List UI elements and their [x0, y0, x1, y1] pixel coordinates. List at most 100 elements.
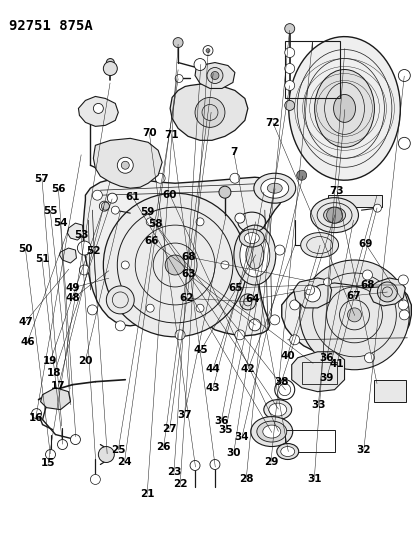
Circle shape: [146, 304, 154, 312]
Bar: [284, 41, 339, 99]
Circle shape: [284, 63, 294, 74]
Text: 73: 73: [329, 186, 344, 196]
Circle shape: [90, 474, 100, 484]
Text: 33: 33: [311, 400, 325, 410]
Circle shape: [57, 440, 67, 449]
Circle shape: [211, 71, 218, 79]
Text: 7: 7: [230, 147, 237, 157]
Text: 45: 45: [193, 345, 208, 356]
Ellipse shape: [239, 229, 263, 247]
Text: 38: 38: [273, 377, 288, 387]
Circle shape: [221, 261, 228, 269]
Text: 43: 43: [205, 383, 220, 393]
Circle shape: [173, 38, 183, 47]
Circle shape: [284, 100, 294, 110]
Text: 16: 16: [28, 413, 43, 423]
Text: 72: 72: [265, 118, 280, 128]
Circle shape: [165, 255, 185, 275]
Circle shape: [194, 59, 206, 70]
Circle shape: [107, 193, 117, 203]
Text: 26: 26: [156, 442, 171, 452]
Ellipse shape: [250, 417, 292, 447]
Text: 35: 35: [218, 425, 232, 435]
Polygon shape: [78, 96, 118, 126]
Text: 48: 48: [65, 293, 80, 303]
Polygon shape: [59, 248, 76, 263]
Circle shape: [347, 308, 361, 322]
Bar: [284, 430, 334, 451]
Ellipse shape: [256, 421, 286, 442]
Text: 31: 31: [306, 474, 321, 484]
Polygon shape: [368, 278, 404, 306]
Ellipse shape: [314, 69, 373, 147]
Circle shape: [175, 75, 183, 83]
Ellipse shape: [276, 443, 298, 459]
Circle shape: [77, 241, 91, 255]
Text: 68: 68: [360, 280, 374, 290]
Bar: [301, 362, 336, 384]
Text: 36: 36: [319, 353, 333, 363]
Text: 37: 37: [177, 410, 191, 421]
Circle shape: [299, 260, 408, 370]
Text: 64: 64: [244, 294, 259, 304]
Circle shape: [373, 204, 380, 212]
Circle shape: [323, 278, 331, 286]
Text: 60: 60: [162, 190, 177, 200]
Bar: [373, 379, 405, 402]
Ellipse shape: [260, 178, 288, 198]
Circle shape: [399, 310, 408, 320]
Text: 70: 70: [142, 127, 156, 138]
Circle shape: [93, 103, 103, 114]
Circle shape: [115, 321, 125, 331]
Circle shape: [234, 330, 244, 340]
Text: 18: 18: [47, 368, 62, 378]
Circle shape: [117, 157, 133, 173]
Circle shape: [101, 202, 109, 210]
Ellipse shape: [244, 232, 259, 244]
Polygon shape: [170, 84, 247, 140]
Ellipse shape: [245, 241, 263, 269]
Circle shape: [195, 98, 224, 127]
Circle shape: [196, 304, 204, 312]
Circle shape: [296, 170, 306, 180]
Circle shape: [146, 218, 154, 226]
Circle shape: [121, 261, 129, 269]
Text: 24: 24: [117, 457, 131, 467]
Circle shape: [397, 138, 409, 149]
Ellipse shape: [310, 198, 358, 232]
Circle shape: [31, 409, 41, 418]
Circle shape: [79, 265, 89, 275]
Circle shape: [106, 59, 114, 67]
Text: 63: 63: [181, 270, 195, 279]
Text: 21: 21: [140, 489, 154, 499]
Text: 28: 28: [238, 474, 253, 484]
Ellipse shape: [239, 233, 269, 277]
Polygon shape: [291, 352, 344, 392]
Circle shape: [326, 207, 342, 223]
Circle shape: [45, 449, 55, 459]
Circle shape: [248, 319, 260, 331]
Text: 15: 15: [41, 458, 55, 468]
Ellipse shape: [253, 173, 295, 203]
Circle shape: [284, 80, 294, 91]
Ellipse shape: [263, 400, 291, 419]
Text: 65: 65: [228, 283, 242, 293]
Circle shape: [397, 69, 409, 82]
Circle shape: [175, 330, 185, 340]
Text: 20: 20: [78, 356, 93, 366]
Text: 22: 22: [173, 480, 187, 489]
Polygon shape: [195, 62, 234, 88]
Text: 36: 36: [214, 416, 228, 426]
Text: 46: 46: [20, 337, 35, 347]
Ellipse shape: [233, 225, 275, 285]
Circle shape: [87, 305, 97, 315]
Circle shape: [377, 282, 396, 302]
Circle shape: [196, 218, 204, 226]
Text: 66: 66: [144, 236, 158, 246]
Circle shape: [202, 46, 212, 55]
Circle shape: [397, 300, 407, 310]
Text: 41: 41: [329, 359, 344, 369]
Polygon shape: [40, 387, 70, 410]
Text: 39: 39: [319, 373, 333, 383]
Circle shape: [103, 193, 246, 337]
